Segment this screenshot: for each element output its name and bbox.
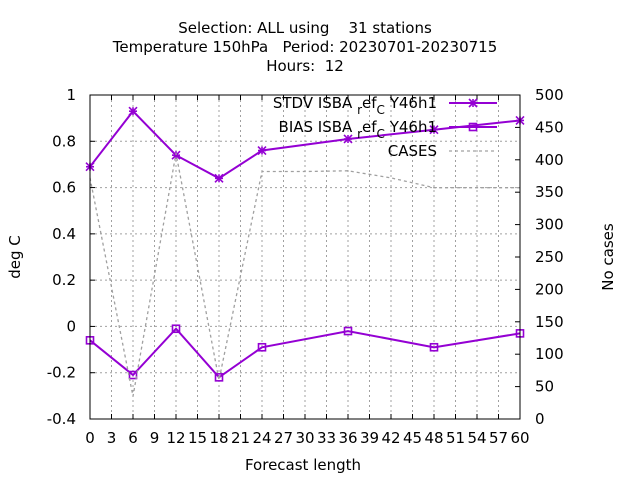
- grid: [90, 95, 520, 419]
- x-tick-label: 30: [295, 429, 314, 447]
- series-1-point: [257, 342, 267, 352]
- series-0-point: [171, 150, 181, 160]
- y2-tick-label: 250: [535, 248, 564, 266]
- y2-tick-label: 200: [535, 280, 564, 298]
- series-0-point: [128, 106, 138, 116]
- y-tick-label: 0: [66, 317, 76, 335]
- x-tick-label: 21: [231, 429, 250, 447]
- y-tick-label: 1: [66, 86, 76, 104]
- chart-title-line2: Temperature 150hPa Period: 20230701-2023…: [112, 38, 498, 56]
- x-tick-label: 39: [360, 429, 379, 447]
- x-tick-label: 12: [166, 429, 185, 447]
- series-0-point: [257, 145, 267, 156]
- x-tick-label: 54: [467, 429, 486, 447]
- x-tick-label: 48: [424, 429, 443, 447]
- y-tick-label: 0.6: [52, 179, 76, 197]
- y2-tick-label: 400: [535, 151, 564, 169]
- plot-frame: [89, 94, 521, 420]
- x-tick-label: 60: [510, 429, 529, 447]
- legend-label: BIAS ISBA refC Y46h1: [279, 118, 437, 141]
- x-tick-label: 24: [252, 429, 271, 447]
- y2-tick-label: 450: [535, 118, 564, 136]
- y-tick-label: -0.4: [47, 410, 76, 428]
- y-tick-label: 0.8: [52, 132, 76, 150]
- y-tick-label: 0.4: [52, 225, 76, 243]
- x-tick-label: 27: [274, 429, 293, 447]
- series-1-point: [214, 373, 224, 382]
- series-1-point: [171, 324, 181, 334]
- x-tick-label: 0: [85, 429, 95, 447]
- series-0-point: [343, 134, 353, 144]
- legend-marker: [468, 122, 478, 132]
- series-line-1: [89, 327, 521, 379]
- legend-marker: [468, 98, 478, 108]
- series-0-point: [429, 125, 439, 135]
- x-tick-label: 18: [209, 429, 228, 447]
- plot-series: [85, 106, 525, 397]
- series-1-point: [343, 326, 353, 336]
- legend-label: STDV ISBA refC Y46h1: [273, 94, 437, 117]
- x-tick-label: 3: [107, 429, 117, 447]
- x-tick-label: 33: [317, 429, 336, 447]
- y-axis-label: deg C: [6, 235, 24, 279]
- y-tick-label: -0.2: [47, 364, 76, 382]
- y2-tick-label: 500: [535, 86, 564, 104]
- y2-tick-label: 0: [535, 410, 545, 428]
- y2-tick-label: 50: [535, 378, 554, 396]
- y2-tick-label: 150: [535, 313, 564, 331]
- series-line-0: [89, 109, 521, 180]
- x-tick-label: 51: [446, 429, 465, 447]
- x-tick-label: 6: [128, 429, 138, 447]
- x-tick-label: 15: [188, 429, 207, 447]
- y2-axis-label: No cases: [599, 223, 617, 291]
- y2-tick-label: 350: [535, 183, 564, 201]
- series-1-point: [128, 370, 138, 380]
- chart-title-line1: Selection: ALL using 31 stations: [178, 19, 432, 37]
- y2-tick-label: 300: [535, 216, 564, 234]
- x-axis-label: Forecast length: [245, 456, 361, 474]
- axes: 0 3 6 9 12 15 18 21 24 27 30 33 36 39 42 45 48 51 54 57 60-0…: [47, 86, 564, 447]
- x-tick-label: 45: [403, 429, 422, 447]
- chart-title-line3: Hours: 12: [266, 57, 344, 75]
- series-line-2: [89, 153, 520, 397]
- y-tick-label: 0.2: [52, 271, 76, 289]
- x-tick-label: 36: [338, 429, 357, 447]
- series-0-point: [214, 173, 224, 183]
- x-tick-label: 42: [381, 429, 400, 447]
- x-tick-label: 9: [150, 429, 160, 447]
- series-1-point: [429, 342, 439, 352]
- y2-tick-label: 100: [535, 345, 564, 363]
- x-tick-label: 57: [489, 429, 508, 447]
- legend-label: CASES: [388, 142, 437, 160]
